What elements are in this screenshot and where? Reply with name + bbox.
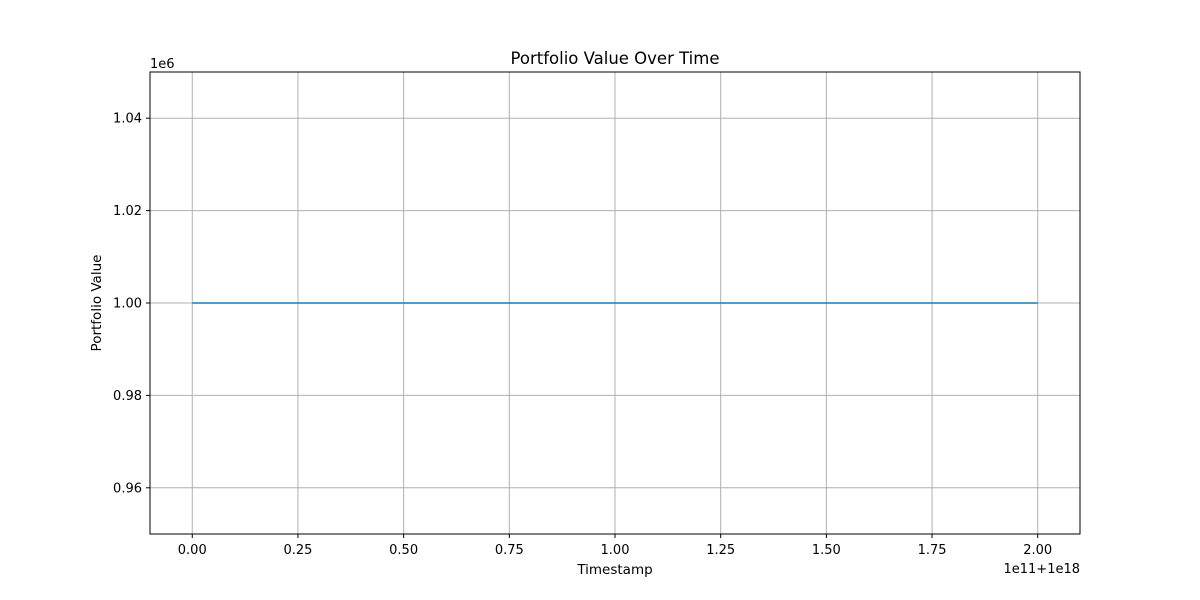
- x-tick-label: 1.25: [706, 543, 735, 558]
- x-tick-label: 0.50: [389, 543, 418, 558]
- y-axis-label: Portfolio Value: [89, 255, 105, 352]
- x-tick-label: 0.25: [283, 543, 312, 558]
- x-axis-label: Timestamp: [576, 562, 652, 578]
- y-tick-label: 1.00: [113, 297, 142, 312]
- y-axis-offset-label: 1e6: [150, 57, 175, 72]
- y-tick-label: 0.96: [113, 481, 142, 496]
- y-tick-label: 1.02: [113, 204, 142, 219]
- x-tick-label: 1.75: [918, 543, 947, 558]
- chart-title: Portfolio Value Over Time: [511, 49, 720, 68]
- y-tick-label: 0.98: [113, 389, 142, 404]
- x-axis-offset-label: 1e11+1e18: [1003, 562, 1080, 577]
- x-tick-label: 0.00: [178, 543, 207, 558]
- x-tick-label: 0.75: [495, 543, 524, 558]
- x-tick-label: 1.00: [601, 543, 630, 558]
- y-tick-label: 1.04: [113, 112, 142, 127]
- axis-ticks: 0.00 0.25 0.50 0.75 1.00 1.25 1.50 1.75 2.00 0.96…: [113, 112, 1052, 558]
- x-tick-label: 1.50: [812, 543, 841, 558]
- x-tick-label: 2.00: [1023, 543, 1052, 558]
